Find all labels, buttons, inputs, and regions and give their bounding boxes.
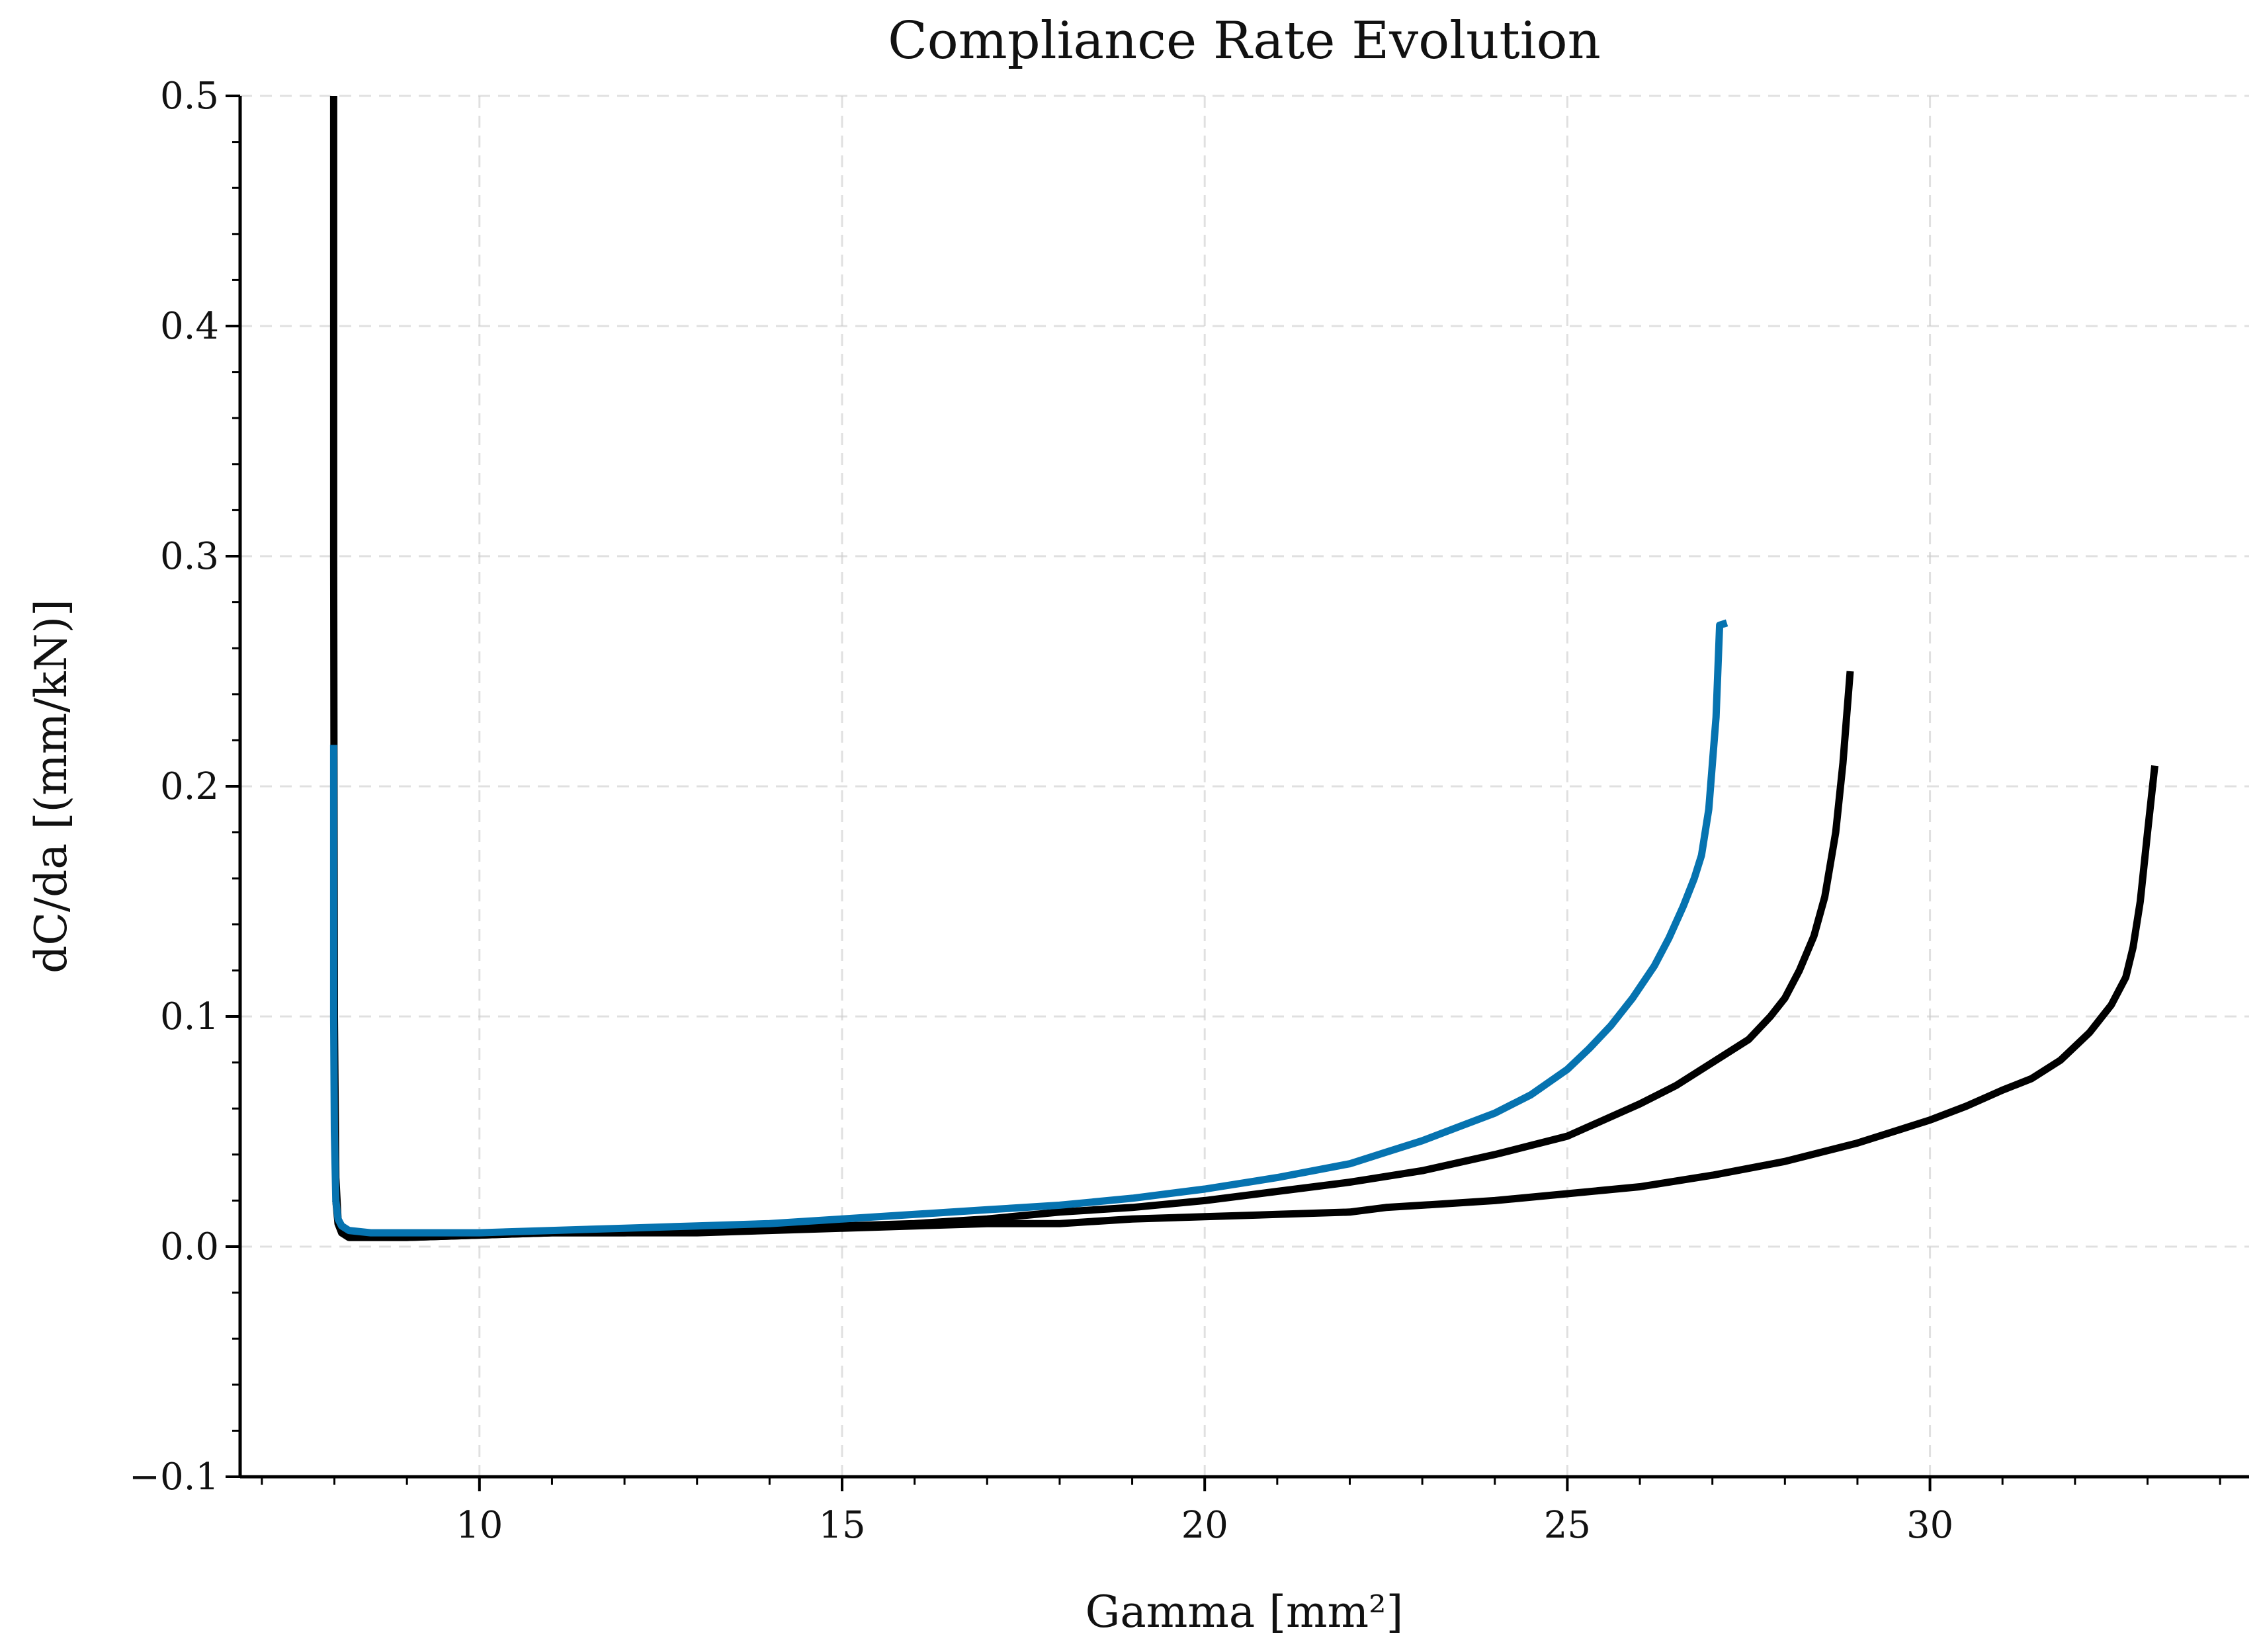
y-tick-label: 0.5 [160, 75, 219, 118]
plot-area [329, 96, 2158, 1241]
y-tick-label: 0.0 [160, 1225, 219, 1268]
series-line-3 [329, 619, 1728, 1237]
ticks: −0.1 0.0 0.1 0.2 0.3 0.4 0.5 10 15 20 25 30 [129, 75, 2221, 1547]
chart-title: Compliance Rate Evolution [888, 11, 1601, 71]
x-tick-label: 25 [1544, 1504, 1591, 1547]
y-axis-label: dC/da [(mm/kN)] [26, 599, 77, 973]
y-tick-label: 0.3 [160, 535, 219, 578]
grid-lines [240, 95, 2249, 1478]
series-line-2 [332, 671, 1854, 1241]
x-tick-label: 10 [456, 1504, 503, 1547]
x-tick-label: 30 [1906, 1504, 1953, 1547]
y-tick-label: 0.2 [160, 765, 219, 808]
y-tick-label: −0.1 [129, 1456, 219, 1499]
x-tick-label: 15 [818, 1504, 865, 1547]
y-tick-label: 0.1 [160, 995, 219, 1038]
x-axis-label: Gamma [mm²] [1086, 1587, 1404, 1637]
series-line-1 [329, 96, 2158, 1241]
x-tick-label: 20 [1181, 1504, 1228, 1547]
y-tick-label: 0.4 [160, 305, 219, 348]
